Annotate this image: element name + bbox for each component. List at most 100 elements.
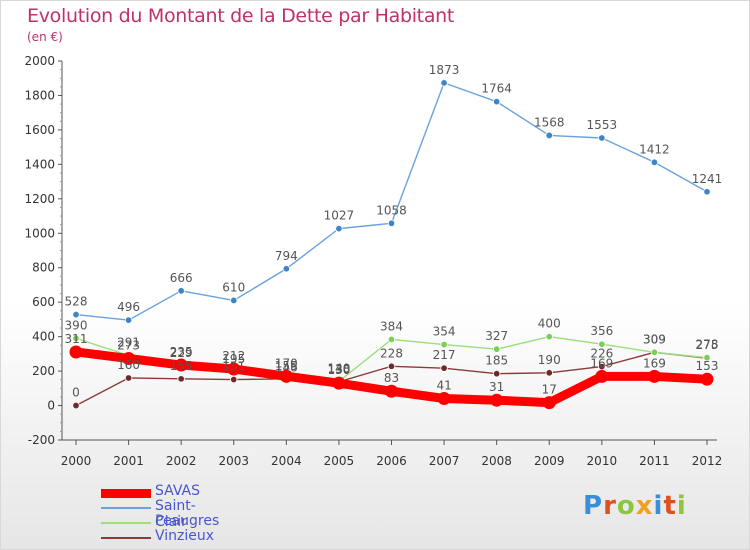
data-label: 155 xyxy=(275,359,298,373)
data-point xyxy=(335,224,343,233)
y-tick-label: 1000 xyxy=(24,226,55,240)
y-tick-label: 200 xyxy=(32,364,55,378)
x-tick-label: 2005 xyxy=(324,454,355,468)
data-label: 390 xyxy=(65,318,88,332)
data-label: 1873 xyxy=(429,63,460,77)
legend-label: SAVAS xyxy=(155,483,200,499)
y-tick-label: 0 xyxy=(47,399,55,413)
data-point xyxy=(703,188,711,196)
data-point xyxy=(545,332,553,341)
data-point xyxy=(230,296,238,305)
x-tick-label: 2007 xyxy=(429,454,460,468)
data-label: 327 xyxy=(485,329,508,343)
data-label: 185 xyxy=(485,354,508,368)
data-label: 278 xyxy=(696,338,719,352)
data-point xyxy=(279,369,293,383)
data-point xyxy=(490,393,504,407)
y-tick-label: 1200 xyxy=(24,192,55,206)
data-point xyxy=(174,358,188,372)
series-saint-clair xyxy=(72,79,711,324)
data-point xyxy=(227,362,241,376)
data-label: 1241 xyxy=(692,172,723,186)
series-layer xyxy=(69,79,714,410)
data-label: 155 xyxy=(170,359,193,373)
data-label: 228 xyxy=(380,346,403,360)
y-tick-label: 1800 xyxy=(24,88,55,102)
logo-letter: P xyxy=(583,491,604,521)
data-point xyxy=(177,375,185,383)
x-tick-label: 2012 xyxy=(692,454,723,468)
data-point xyxy=(545,131,553,140)
data-label: 291 xyxy=(117,335,140,349)
data-point xyxy=(332,376,346,390)
x-tick-label: 2000 xyxy=(61,454,92,468)
x-tick-label: 2001 xyxy=(113,454,144,468)
x-tick-label: 2006 xyxy=(376,454,407,468)
x-tick-label: 2004 xyxy=(271,454,302,468)
data-label: 1412 xyxy=(639,142,670,156)
legend-swatch xyxy=(101,488,151,498)
legend-swatch xyxy=(101,522,151,524)
data-label: 170 xyxy=(275,356,298,370)
logo-letter: i xyxy=(653,491,664,521)
data-labels-layer: 0 160 155 151 155 138 228 217 185 190 226 309 275 390… xyxy=(65,63,723,400)
data-label: 309 xyxy=(643,332,666,346)
data-point xyxy=(440,340,448,349)
data-label: 794 xyxy=(275,249,298,263)
data-point xyxy=(440,79,448,87)
data-label: 311 xyxy=(65,332,88,346)
data-label: 610 xyxy=(222,280,245,294)
data-point xyxy=(122,352,136,366)
data-point xyxy=(700,372,714,386)
data-point xyxy=(387,362,396,370)
data-label: 17 xyxy=(542,383,557,397)
data-label: 130 xyxy=(327,363,350,377)
data-label: 384 xyxy=(380,319,403,333)
axes: -200020040060080010001200140016001800200… xyxy=(24,54,722,468)
data-point xyxy=(545,369,553,377)
data-point xyxy=(598,340,606,348)
data-point xyxy=(703,353,711,362)
data-label: 528 xyxy=(65,295,88,309)
chart-subtitle: (en €) xyxy=(27,30,63,44)
data-label: 229 xyxy=(170,346,193,360)
x-tick-label: 2011 xyxy=(639,454,670,468)
data-label: 41 xyxy=(436,378,451,392)
legend-swatch xyxy=(101,537,151,539)
y-tick-label: 1400 xyxy=(24,157,55,171)
data-point xyxy=(650,158,659,166)
data-label: 1027 xyxy=(324,209,355,223)
legend-label: Vinzieux xyxy=(155,528,215,544)
legend-swatch xyxy=(101,507,151,509)
data-label: 354 xyxy=(433,325,456,339)
data-point xyxy=(69,345,83,359)
data-label: 0 xyxy=(72,386,80,400)
data-label: 226 xyxy=(590,347,613,361)
data-label: 153 xyxy=(696,359,719,373)
data-point xyxy=(492,345,501,353)
data-point xyxy=(72,310,80,319)
logo-letter: o xyxy=(616,491,636,521)
data-label: 400 xyxy=(538,317,561,331)
y-tick-label: 2000 xyxy=(24,54,55,68)
data-point xyxy=(230,375,238,384)
data-point xyxy=(385,384,398,398)
data-point xyxy=(440,364,448,372)
data-label: 169 xyxy=(643,356,666,370)
logo-letter: i xyxy=(676,491,687,521)
data-label: 666 xyxy=(170,271,193,285)
logo-letter: t xyxy=(663,491,677,521)
data-label: 273 xyxy=(117,339,140,353)
data-point xyxy=(647,369,661,383)
data-label: 31 xyxy=(489,380,504,394)
y-tick-label: 400 xyxy=(32,330,55,344)
data-point xyxy=(124,316,133,324)
data-label: 1764 xyxy=(481,82,512,96)
data-point xyxy=(72,334,80,343)
x-tick-label: 2008 xyxy=(481,454,512,468)
data-point xyxy=(650,348,659,357)
data-label: 1058 xyxy=(376,203,407,217)
y-tick-label: 600 xyxy=(32,295,55,309)
data-label: 356 xyxy=(590,324,613,338)
